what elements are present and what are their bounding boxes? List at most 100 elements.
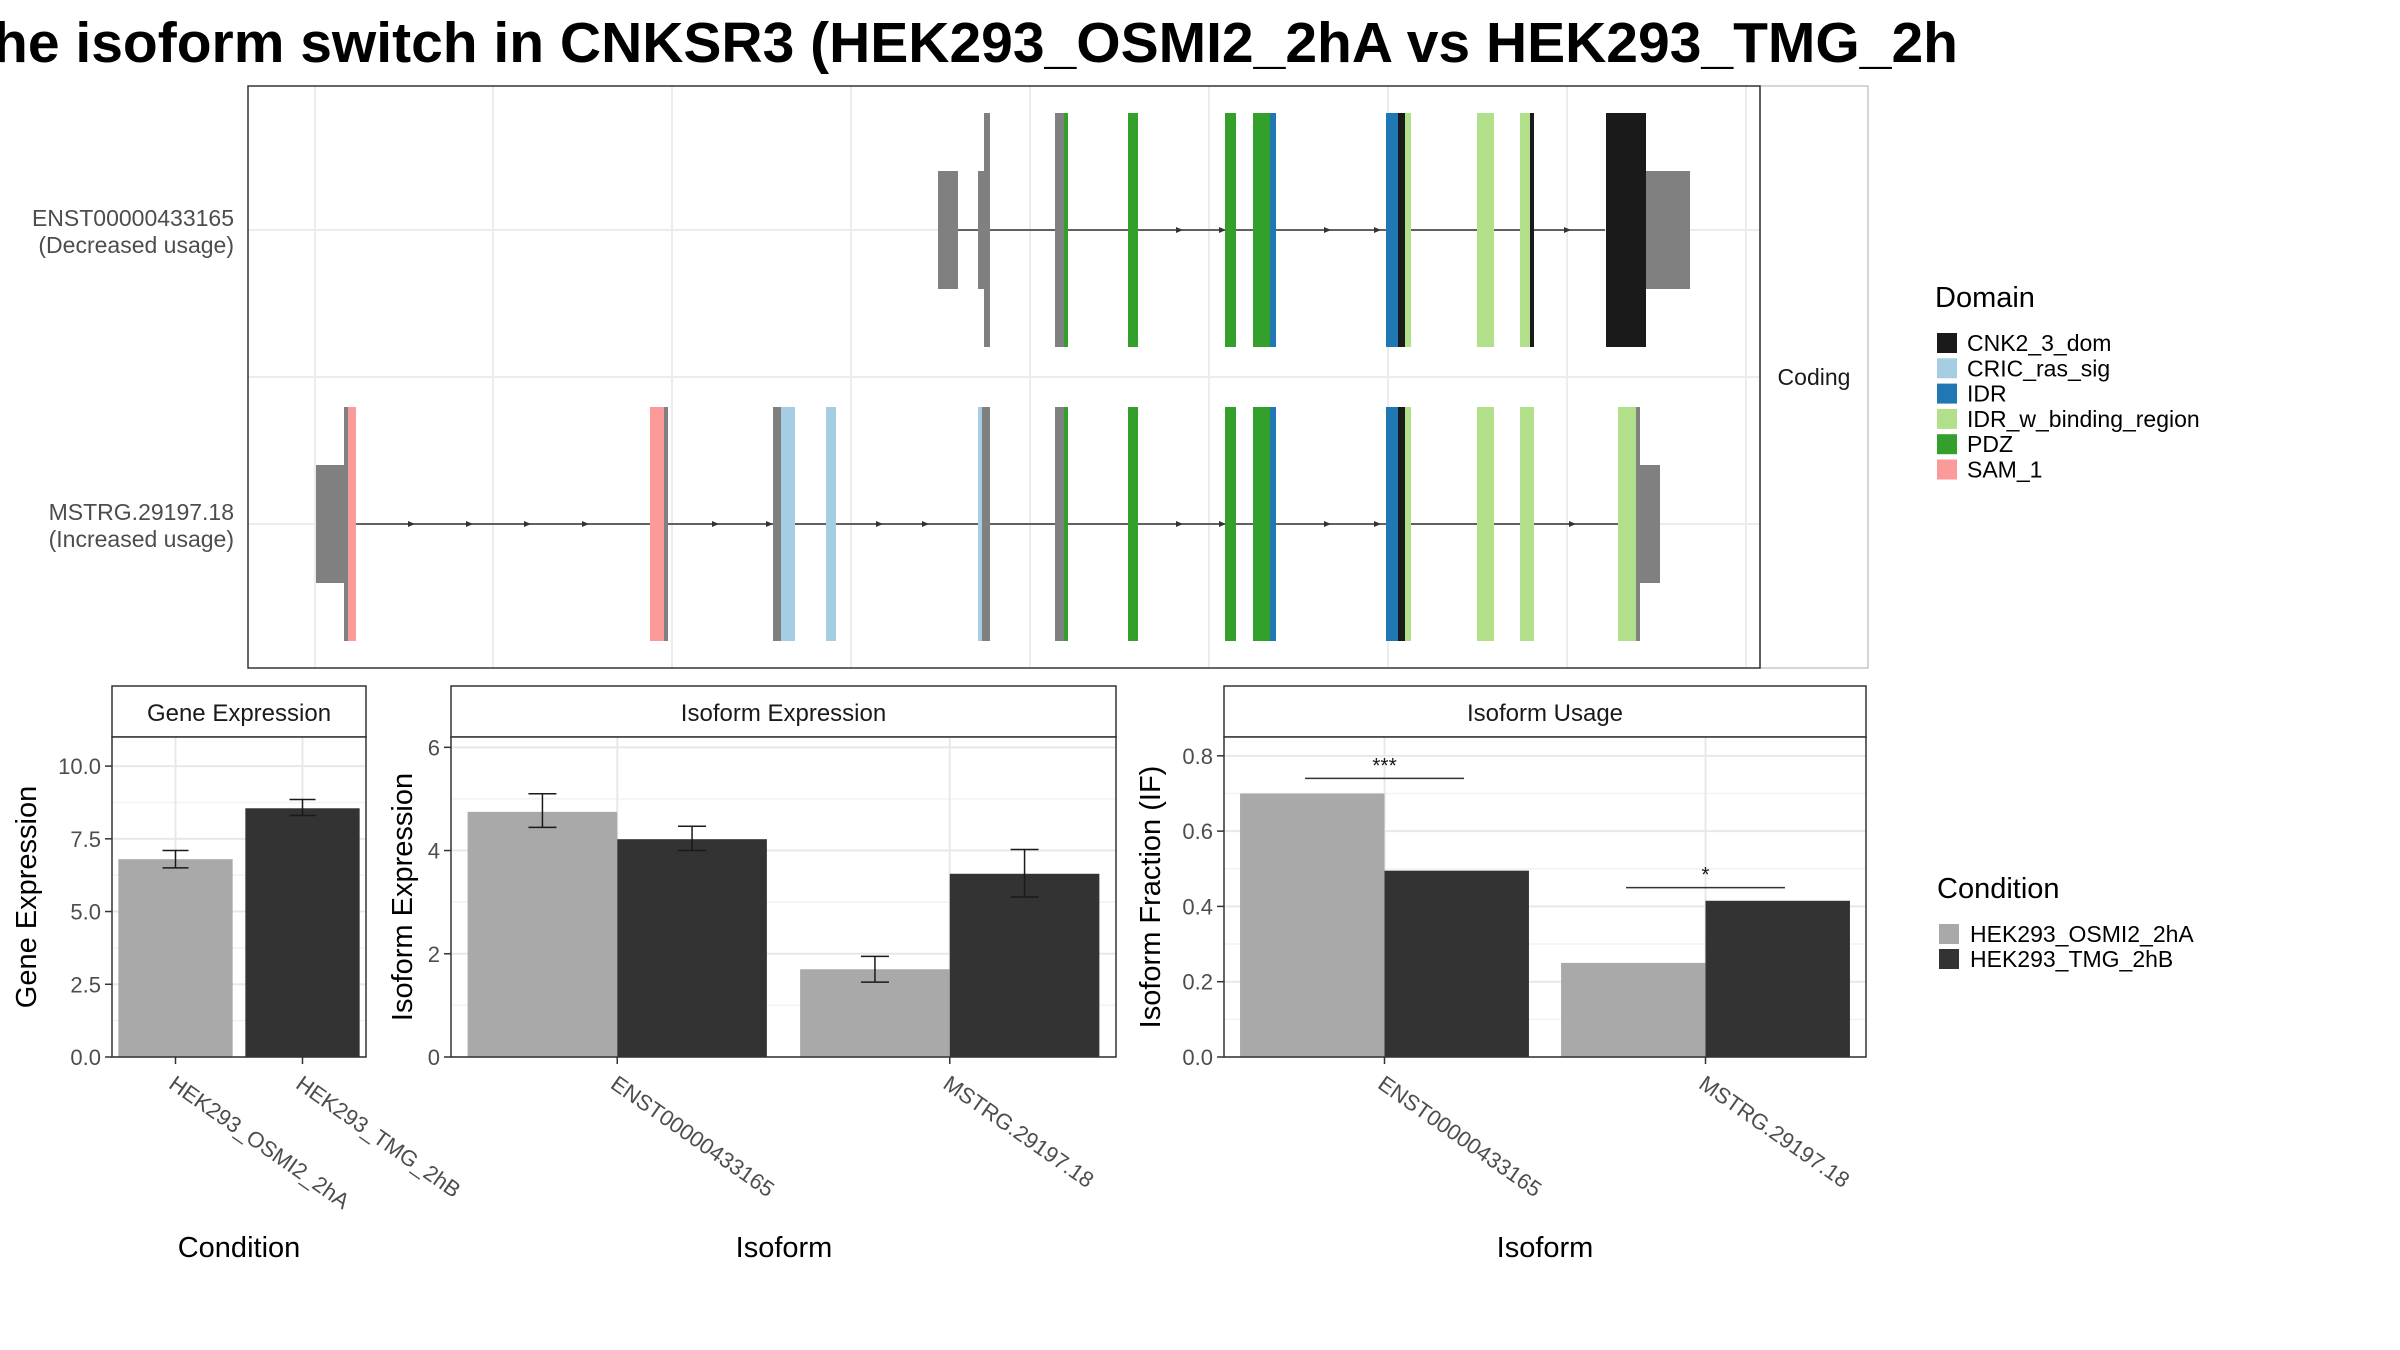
y-tick-label: 7.5: [70, 827, 101, 852]
exon-segment: [1520, 113, 1530, 347]
exon-segment: [1618, 407, 1636, 641]
bar: [1561, 962, 1706, 1057]
x-tick-label: ENST00000433165: [606, 1071, 779, 1202]
intron-arrow: [1219, 521, 1226, 527]
structure-panel-border: [247, 85, 1761, 669]
y-tick-label: 0.4: [1182, 894, 1213, 919]
bar: [800, 969, 950, 1057]
exon-segment: [344, 407, 348, 641]
domain-legend-label: SAM_1: [1967, 457, 2042, 483]
y-tick-label: 6: [428, 735, 440, 760]
exon-segment: [1055, 113, 1064, 347]
exon-segment: [1225, 113, 1236, 347]
bar: [1384, 870, 1529, 1057]
intron-arrow: [766, 521, 773, 527]
panel-strip: [450, 685, 1117, 738]
domain-legend-title: Domain: [1935, 282, 2035, 314]
y-tick-label: 0.8: [1182, 744, 1213, 769]
x-tick-label: MSTRG.29197.18: [1695, 1071, 1855, 1193]
domain-legend-label: CRIC_ras_sig: [1967, 355, 2110, 381]
y-tick-label: 2: [428, 942, 440, 967]
panel-title: Isoform Expression: [681, 700, 886, 727]
exon-segment: [1270, 407, 1276, 641]
condition-legend-label: HEK293_TMG_2hB: [1970, 946, 2173, 972]
y-tick-label: 0.0: [70, 1045, 101, 1070]
title-area: he isoform switch in CNKSR3 (HEK293_OSMI…: [0, 0, 2400, 80]
intron-arrow: [1176, 521, 1183, 527]
exon-segment: [978, 171, 984, 289]
intron-arrow: [1324, 521, 1331, 527]
transcript-name-label: ENST00000433165: [32, 205, 234, 231]
exon-segment: [1064, 407, 1068, 641]
error-bar: [1010, 848, 1039, 898]
coding-strip: [1759, 85, 1869, 669]
intron-arrow: [1569, 521, 1576, 527]
y-axis-title: Gene Expression: [11, 786, 43, 1008]
exon-segment: [982, 407, 990, 641]
significance-label: *: [1701, 864, 1709, 887]
exon-segment: [1636, 407, 1640, 641]
bar: [949, 873, 1100, 1057]
bar: [617, 839, 767, 1057]
exon-segment: [1128, 113, 1138, 347]
exon-segment: [1398, 113, 1405, 347]
y-tick-label: 4: [428, 839, 440, 864]
intron-arrow: [876, 521, 883, 527]
domain-legend-swatch: [1937, 459, 1957, 480]
bar: [467, 811, 618, 1057]
panel-title: Gene Expression: [147, 700, 331, 727]
exon-segment: [1530, 113, 1534, 347]
y-tick-label: 0: [428, 1045, 440, 1070]
error-bar: [162, 849, 189, 869]
exon-segment: [1386, 407, 1398, 641]
domain-legend-swatch: [1937, 434, 1957, 455]
exon-segment: [1262, 113, 1270, 347]
gene-structure-panel: Coding ENST00000433165(Decreased usage) MS…: [32, 85, 1869, 669]
exon-segment: [1520, 407, 1534, 641]
domain-legend-label: IDR_w_binding_region: [1967, 406, 2200, 432]
exon-segment: [1398, 407, 1405, 641]
condition-legend-swatch: [1939, 924, 1959, 944]
intron-arrow: [524, 521, 531, 527]
exon-segment: [1128, 407, 1138, 641]
significance-label: ***: [1372, 754, 1397, 777]
error-bar: [289, 798, 316, 817]
exon-segment: [1646, 171, 1690, 289]
domain-legend-label: IDR: [1967, 381, 2007, 407]
condition-legend-title: Condition: [1937, 873, 2060, 905]
exon-segment: [1640, 465, 1660, 583]
panel-border: [111, 736, 367, 1058]
intron-arrow: [1564, 227, 1571, 233]
y-tick-label: 10.0: [58, 754, 101, 779]
bar: [245, 808, 360, 1057]
panel-strip: [111, 685, 367, 738]
exon-segment: [826, 407, 836, 641]
domain-legend-swatch: [1937, 333, 1957, 353]
exon-segment: [1064, 113, 1068, 347]
exon-segment: [650, 407, 664, 641]
transcript-name-label: MSTRG.29197.18: [49, 499, 234, 525]
x-axis-title: Condition: [178, 1232, 301, 1264]
domain-legend-swatch: [1937, 358, 1957, 379]
domain-legend-label: PDZ: [1967, 431, 2013, 457]
legends: Domain CNK2_3_domCRIC_ras_sigIDRIDR_w_bin…: [1935, 282, 2200, 972]
exon-segment: [773, 407, 781, 641]
domain-legend-label: CNK2_3_dom: [1967, 330, 2111, 356]
bar: [1240, 793, 1385, 1057]
y-axis-title: Isoform Fraction (IF): [1135, 766, 1167, 1029]
exon-segment: [1477, 407, 1494, 641]
exon-segment: [1477, 113, 1494, 347]
exon-segment: [978, 407, 982, 641]
transcript-usage-label: (Increased usage): [49, 526, 234, 552]
x-axis-title: Isoform: [736, 1232, 833, 1264]
bar-panels: Gene Expression0.02.55.07.510.0HEK293_OS…: [11, 685, 1867, 1264]
x-tick-label: MSTRG.29197.18: [939, 1071, 1099, 1193]
domain-legend-swatch: [1937, 383, 1957, 404]
exon-segment: [1405, 407, 1411, 641]
error-bar: [860, 955, 889, 983]
exon-segment: [1405, 113, 1411, 347]
bar: [118, 859, 233, 1057]
exon-segment: [938, 171, 958, 289]
y-tick-label: 2.5: [70, 972, 101, 997]
